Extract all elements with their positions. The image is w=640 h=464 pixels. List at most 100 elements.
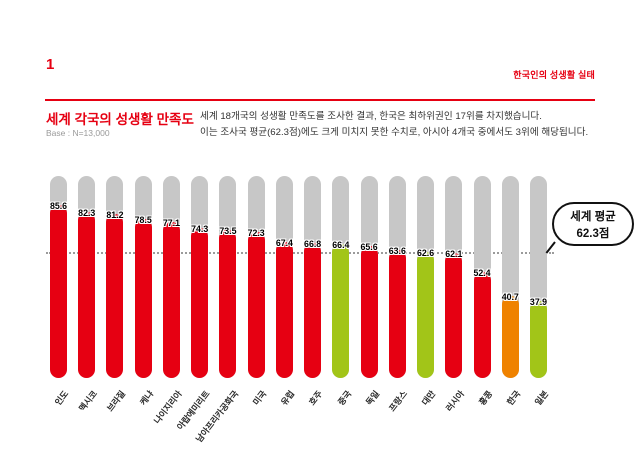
bar-column: 62.1 러시아 (444, 176, 466, 440)
bar-category: 미국 (248, 384, 269, 440)
bar-track: 85.6 (50, 176, 67, 378)
bar-value-label: 66.4 (332, 239, 350, 250)
bar-track: 72.3 (248, 176, 265, 378)
bar-track: 77.1 (163, 176, 180, 378)
bar-column: 78.5 케냐 (135, 176, 156, 440)
bar-column: 73.5 남아프리카공화국 (194, 176, 240, 444)
bar-fill: 40.7 (502, 292, 519, 378)
bar-group: 85.6 인도 82.3 멕시코 81.2 브라질 78.5 케냐 77.1 나이지리아 74.3 아… (50, 176, 551, 444)
bar-category: 호주 (304, 384, 325, 440)
average-dotted-line (46, 252, 554, 255)
bar-value-label: 67.4 (275, 237, 293, 248)
bar-value-label: 52.4 (473, 268, 491, 279)
bar-fill: 82.3 (78, 208, 95, 378)
bar-category-label: 호주 (307, 388, 325, 408)
bar-value-label: 40.7 (501, 291, 519, 302)
bar-column: 66.4 중국 (332, 176, 354, 440)
bar-category-label: 프랑스 (387, 388, 410, 414)
bar-category-label: 브라질 (104, 388, 128, 414)
bar-value-label: 72.3 (247, 227, 265, 238)
bar-track: 40.7 (502, 176, 519, 378)
bar-category-label: 멕시코 (76, 388, 99, 414)
bar-category: 멕시코 (77, 384, 99, 440)
bar-chart: 85.6 인도 82.3 멕시코 81.2 브라질 78.5 케냐 77.1 나이지리아 74.3 아… (46, 176, 634, 444)
bar-value-label: 74.3 (191, 223, 209, 234)
bar-fill: 65.6 (361, 242, 378, 378)
sample-base-label: Base : N=13,000 (46, 128, 110, 138)
bar-column: 74.3 아랍에미리트 (175, 176, 212, 440)
bar-value-label: 77.1 (162, 218, 180, 229)
bar-category: 한국 (502, 384, 523, 440)
bar-fill: 72.3 (248, 228, 265, 378)
bar-category: 대만 (417, 384, 438, 440)
bar-column: 81.2 브라질 (105, 176, 127, 440)
bar-fill: 62.1 (445, 249, 462, 378)
bar-fill: 78.5 (135, 215, 152, 378)
header-divider (45, 99, 595, 101)
page-number: 1 (46, 56, 55, 73)
bar-fill: 67.4 (276, 238, 293, 378)
bar-fill: 66.4 (332, 240, 349, 378)
bar-fill: 63.6 (389, 246, 406, 378)
bar-category-label: 한국 (504, 388, 523, 408)
bar-category: 홍콩 (474, 384, 495, 440)
bar-value-label: 81.2 (106, 209, 124, 220)
bar-column: 63.6 프랑스 (387, 176, 410, 440)
bar-fill: 85.6 (50, 201, 67, 378)
bar-value-label: 62.6 (416, 247, 435, 258)
bar-category-label: 중국 (335, 388, 354, 408)
bar-value-label: 63.6 (388, 245, 406, 256)
bar-column: 52.4 홍콩 (473, 176, 495, 440)
bar-fill: 73.5 (219, 226, 236, 378)
bar-category: 남아프리카공화국 (194, 384, 240, 444)
bar-category-label: 홍콩 (476, 388, 495, 408)
bar-category-label: 유럽 (279, 388, 297, 408)
bar-track: 63.6 (389, 176, 406, 378)
description-line-2: 이는 조사국 평균(62.3점)에도 크게 미치지 못한 수치로, 아시아 4개… (200, 127, 589, 139)
bar-value-label: 66.8 (304, 239, 322, 250)
bar-fill: 66.8 (304, 239, 321, 378)
bar-category-label: 일본 (533, 388, 551, 408)
bar-column: 67.4 유럽 (276, 176, 297, 440)
bar-track: 62.1 (445, 176, 462, 378)
bar-category: 케냐 (135, 384, 156, 440)
bar-value-label: 78.5 (134, 215, 152, 226)
bar-track: 65.6 (361, 176, 378, 378)
bar-fill: 62.6 (417, 248, 434, 378)
bar-fill: 52.4 (473, 268, 491, 378)
bar-category: 프랑스 (387, 384, 410, 440)
bar-value-label: 73.5 (219, 225, 237, 236)
description-line-1: 세계 18개국의 성생활 만족도를 조사한 결과, 한국은 최하위권인 17위를… (200, 111, 542, 122)
bar-track: 66.8 (304, 176, 321, 378)
bar-track: 78.5 (135, 176, 152, 378)
callout-line-1: 세계 평균 (570, 211, 616, 223)
bar-column: 40.7 한국 (502, 176, 523, 440)
callout-line-2: 62.3점 (576, 227, 610, 240)
bar-category: 나이지리아 (152, 384, 184, 440)
bar-category-label: 러시아 (443, 388, 466, 414)
bar-value-label: 65.6 (360, 241, 378, 252)
average-callout-bubble: 세계 평균 62.3점 (552, 202, 634, 246)
description-paragraph: 세계 18개국의 성생활 만족도를 조사한 결과, 한국은 최하위권인 17위를… (200, 109, 600, 142)
bar-track: 66.4 (332, 176, 349, 378)
bar-value-label: 37.9 (529, 297, 548, 308)
bar-column: 85.6 인도 (50, 176, 71, 440)
bar-category: 유럽 (276, 384, 297, 440)
bar-category-label: 독일 (363, 388, 382, 408)
bar-column: 62.6 대만 (417, 176, 438, 440)
bar-column: 72.3 미국 (248, 176, 269, 440)
bar-value-label: 62.1 (445, 248, 463, 259)
bar-category: 중국 (332, 384, 354, 440)
bar-value-label: 85.6 (49, 201, 68, 212)
report-title: 한국인의 성생활 실태 (513, 70, 595, 80)
bar-fill: 74.3 (191, 224, 208, 378)
bar-column: 37.9 일본 (529, 176, 551, 440)
bar-category-label: 대만 (420, 388, 438, 408)
chart-title: 세계 각국의 성생활 만족도 (46, 112, 194, 127)
bar-value-label: 82.3 (78, 207, 96, 218)
bar-fill: 81.2 (106, 210, 124, 378)
bar-track: 73.5 (219, 176, 236, 378)
bar-track: 74.3 (191, 176, 208, 378)
bar-column: 82.3 멕시코 (77, 176, 99, 440)
